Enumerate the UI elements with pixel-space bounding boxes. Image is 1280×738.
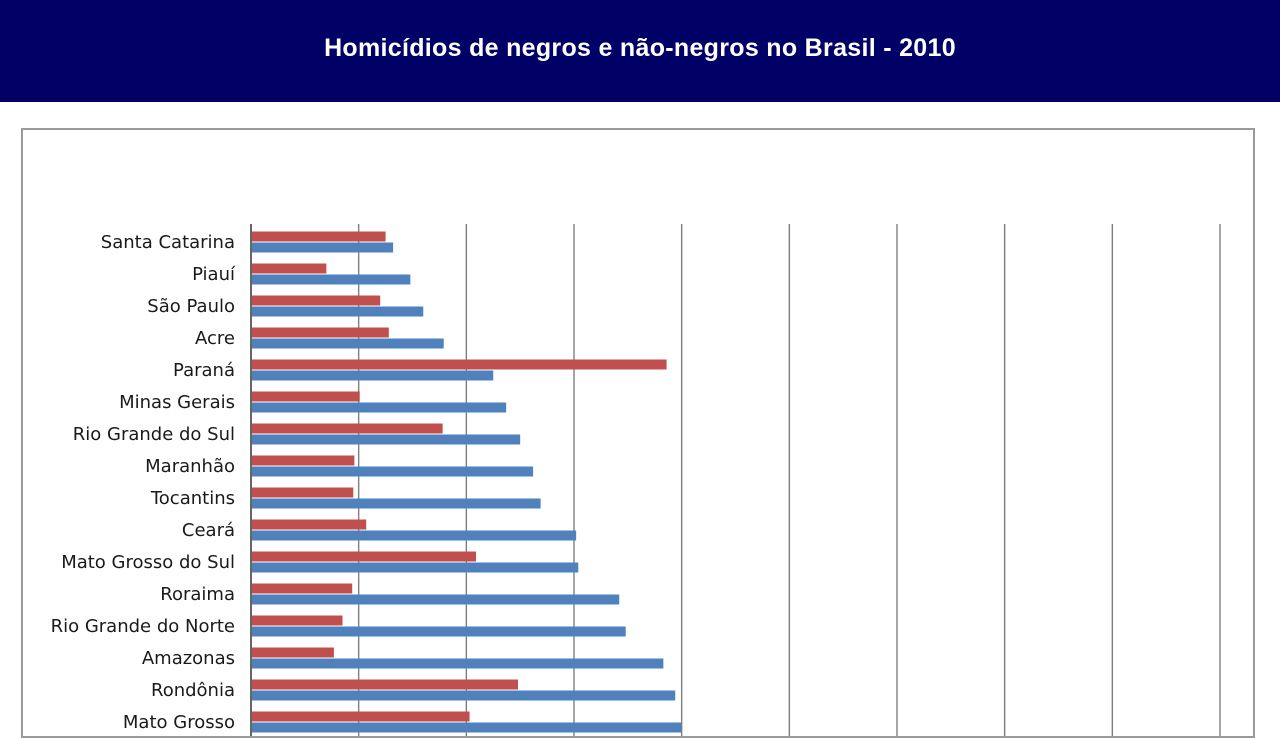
bar-blue-13	[252, 658, 664, 669]
category-label: Rio Grande do Norte	[51, 616, 235, 637]
category-label: Santa Catarina	[101, 232, 235, 253]
category-label: São Paulo	[147, 296, 235, 317]
category-label: Rondônia	[151, 680, 235, 701]
bar-red-5	[252, 391, 360, 402]
bar-red-15	[252, 711, 470, 722]
bar-chart: Santa Catarina Piauí São Paulo Acre Paraná Mi…	[51, 224, 1221, 736]
bar-red-1	[252, 263, 327, 274]
bar-red-11	[252, 583, 353, 594]
category-label: Piauí	[192, 264, 236, 285]
bar-blue-7	[252, 466, 534, 477]
chart-frame: Santa Catarina Piauí São Paulo Acre Paraná Mi…	[21, 128, 1255, 738]
bar-blue-0	[252, 242, 394, 253]
header-banner: Homicídios de negros e não-negros no Bra…	[0, 0, 1280, 102]
category-label: Roraima	[160, 584, 235, 605]
category-label: Maranhão	[145, 456, 235, 477]
bar-blue-1	[252, 274, 411, 285]
bar-red-3	[252, 327, 389, 338]
bar-red-9	[252, 519, 367, 530]
bar-blue-5	[252, 402, 507, 413]
bar-blue-4	[252, 370, 494, 381]
page-title: Homicídios de negros e não-negros no Bra…	[324, 33, 956, 62]
bar-red-0	[252, 231, 386, 242]
bar-red-13	[252, 647, 334, 658]
category-labels: Santa Catarina Piauí São Paulo Acre Paraná Mi…	[51, 232, 236, 733]
bar-red-10	[252, 551, 477, 562]
bar-red-7	[252, 455, 355, 466]
bar-blue-3	[252, 338, 444, 349]
category-label: Ceará	[182, 520, 235, 541]
category-label: Minas Gerais	[119, 392, 235, 413]
bar-red-14	[252, 679, 519, 690]
category-label: Mato Grosso	[123, 712, 235, 733]
bar-blue-9	[252, 530, 577, 541]
bar-red-6	[252, 423, 443, 434]
bar-red-8	[252, 487, 354, 498]
bar-blue-10	[252, 562, 579, 573]
category-label: Mato Grosso do Sul	[61, 552, 235, 573]
bar-red-12	[252, 615, 343, 626]
bars	[252, 231, 682, 733]
category-label: Rio Grande do Sul	[73, 424, 235, 445]
category-label: Amazonas	[142, 648, 235, 669]
bar-blue-2	[252, 306, 424, 317]
bar-blue-8	[252, 498, 541, 509]
bar-blue-14	[252, 690, 676, 701]
category-label: Acre	[195, 328, 235, 349]
category-label: Paraná	[173, 360, 235, 381]
bar-blue-12	[252, 626, 626, 637]
bar-blue-6	[252, 434, 521, 445]
bar-blue-11	[252, 594, 620, 605]
category-label: Tocantins	[150, 488, 235, 509]
bar-red-2	[252, 295, 381, 306]
bar-red-4	[252, 359, 667, 370]
bar-blue-15	[252, 722, 682, 733]
